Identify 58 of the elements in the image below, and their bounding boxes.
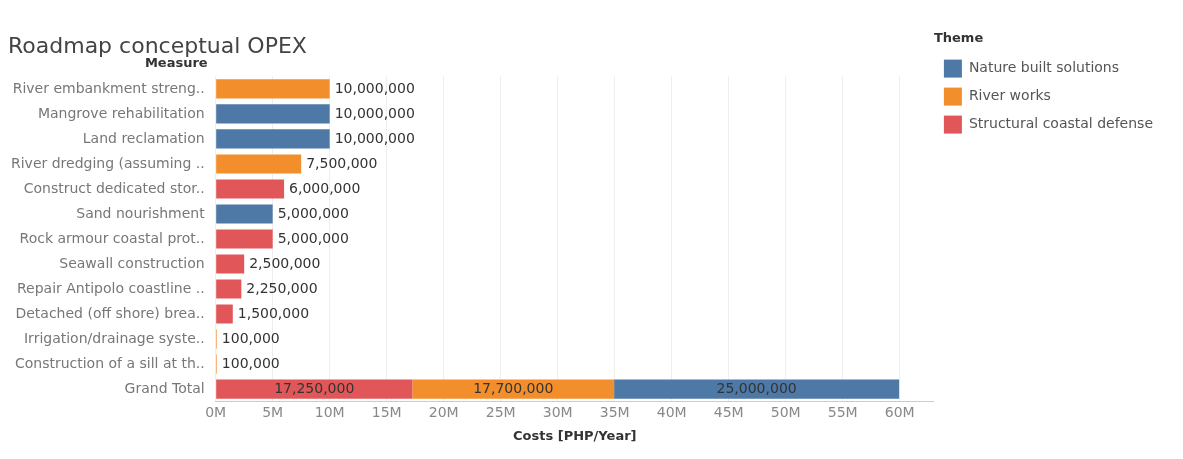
y-tick-label: Sand nourishment [76,204,206,221]
x-tick-label: 50M [770,403,801,420]
y-tick-label: River embankment streng.. [12,79,205,96]
bar [614,379,900,399]
y-tick-label: Land reclamation [82,129,205,146]
x-tick-label: 45M [713,403,744,420]
bar [216,304,233,324]
bar [216,129,330,149]
legend-label: Nature built solutions [968,59,1120,76]
data-label: 17,250,000 [274,379,355,396]
bar [216,279,242,299]
y-tick-label: River dredging (assuming .. [11,154,205,171]
data-label: 5,000,000 [277,204,349,221]
data-label: 25,000,000 [716,379,797,396]
x-tick-label: 20M [428,403,459,420]
bar [216,229,273,249]
y-tick-label: Mangrove rehabilitation [37,104,205,121]
data-label: 6,000,000 [289,179,361,196]
legend-label: Structural coastal defense [968,115,1153,132]
data-label: 10,000,000 [334,79,415,96]
data-label: 2,500,000 [249,254,321,271]
y-tick-label: Detached (off shore) brea.. [15,304,205,321]
x-tick-label: 55M [827,403,858,420]
legend-title: Theme [933,29,984,45]
y-tick-label: Seawall construction [59,254,205,271]
y-tick-label: Grand Total [124,379,205,396]
data-label: 100,000 [221,329,280,346]
data-label: 10,000,000 [334,104,415,121]
x-tick-label: 0M [205,403,227,420]
data-label: 7,500,000 [306,154,378,171]
x-tick-label: 40M [656,403,687,420]
chart-title: Roadmap conceptual OPEX [8,32,307,58]
data-label: 100,000 [221,354,280,371]
bar [216,179,285,199]
y-tick-label: Irrigation/drainage syste.. [24,329,205,346]
bar [216,79,330,99]
y-tick-label: Rock armour coastal prot.. [19,229,205,246]
data-label: 17,700,000 [473,379,554,396]
data-label: 10,000,000 [334,129,415,146]
x-tick-label: 5M [262,403,284,420]
data-label: 1,500,000 [237,304,310,321]
x-tick-label: 35M [599,403,630,420]
y-tick-label: Repair Antipolo coastline .. [16,279,205,296]
data-label: 5,000,000 [277,229,349,246]
x-tick-label: 25M [485,403,516,420]
bar [216,104,330,124]
bar [216,204,273,224]
y-tick-label: Construction of a sill at th.. [14,354,205,371]
bar [216,254,245,274]
bar [216,154,302,174]
x-tick-label: 15M [371,403,402,420]
x-tick-label: 60M [884,403,915,420]
x-tick-label: 10M [314,403,345,420]
x-tick-label: 30M [542,403,573,420]
data-label: 2,250,000 [246,279,318,296]
legend-label: River works [968,87,1051,104]
y-tick-label: Construct dedicated stor.. [23,179,205,196]
x-axis-title: Costs [PHP/Year] [513,427,637,443]
